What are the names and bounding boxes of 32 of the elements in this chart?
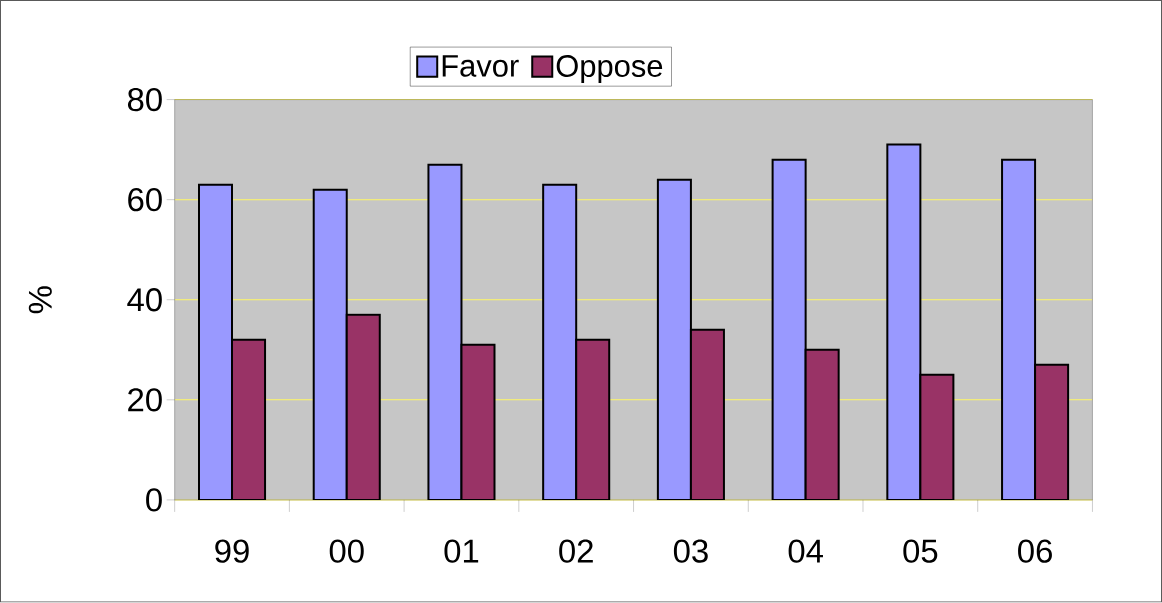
y-tick-label: 40 <box>127 288 162 312</box>
x-tick-label: 02 <box>559 539 593 564</box>
legend-label: Oppose <box>556 55 663 84</box>
bar <box>920 375 954 501</box>
y-tick-label: 60 <box>128 188 162 212</box>
x-tick-label: 00 <box>329 539 364 564</box>
bar <box>198 184 233 501</box>
x-tick-label: 04 <box>788 539 823 564</box>
x-tick-label: 01 <box>444 539 479 564</box>
x-tick-label: 05 <box>903 539 938 564</box>
y-tick-label: 20 <box>128 388 162 412</box>
bar <box>1001 158 1037 501</box>
legend-label: Favor <box>442 55 519 78</box>
bar <box>543 184 577 501</box>
bar <box>461 345 495 501</box>
x-tick-label: 99 <box>215 539 249 564</box>
bar <box>232 340 266 501</box>
bar <box>657 179 691 501</box>
bar <box>576 340 610 501</box>
x-tick-label: 03 <box>673 539 708 564</box>
x-tick-label: 06 <box>1018 539 1052 564</box>
bar <box>805 350 839 501</box>
bar <box>690 330 724 501</box>
bar <box>346 315 380 501</box>
bar <box>313 189 347 501</box>
bar <box>772 159 806 501</box>
bar <box>887 144 921 501</box>
y-axis-title: % <box>28 286 52 314</box>
bar <box>428 164 462 501</box>
y-tick-label: 0 <box>146 488 162 512</box>
bar <box>1034 364 1070 501</box>
y-tick-label: 80 <box>127 88 162 112</box>
